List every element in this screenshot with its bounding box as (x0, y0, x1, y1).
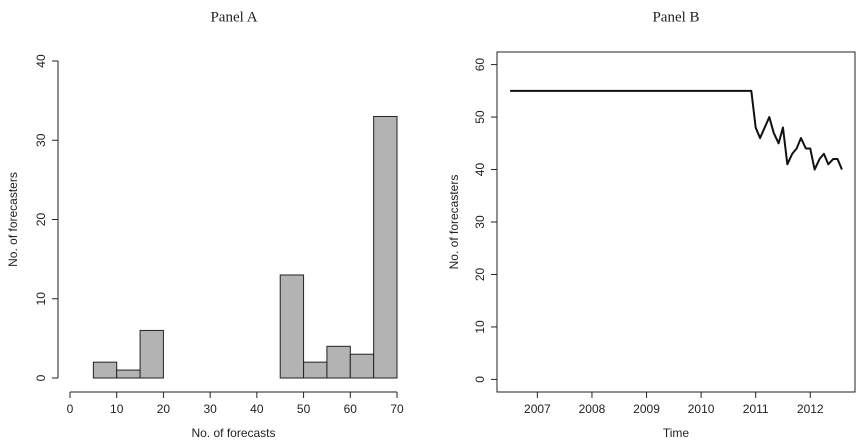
x-tick-label: 50 (297, 402, 311, 416)
y-tick-label: 20 (473, 267, 487, 281)
x-tick-label: 0 (67, 402, 74, 416)
x-tick-label: 2009 (633, 402, 660, 416)
y-tick-label: 10 (473, 320, 487, 334)
x-tick-label: 20 (157, 402, 171, 416)
x-tick-label: 2008 (579, 402, 606, 416)
data-line (510, 89, 843, 171)
x-tick-label: 30 (203, 402, 217, 416)
x-tick-label: 2012 (797, 402, 824, 416)
y-tick-label: 20 (34, 213, 48, 227)
histogram-bar (279, 274, 305, 379)
y-tick-label: 60 (473, 58, 487, 72)
y-axis-label: No. of forecasters (447, 175, 461, 270)
histogram-bar (116, 369, 141, 379)
y-tick-label: 40 (34, 54, 48, 68)
x-tick-label: 70 (390, 402, 404, 416)
x-tick-label: 40 (250, 402, 264, 416)
y-tick-label: 10 (34, 292, 48, 306)
histogram-bar (326, 345, 351, 379)
y-tick-label: 30 (473, 215, 487, 229)
x-tick-label: 10 (110, 402, 124, 416)
histogram-bar (92, 361, 118, 379)
y-tick-label: 0 (34, 374, 48, 381)
panel-title: Panel A (210, 9, 257, 25)
histogram-bar (349, 353, 375, 379)
x-tick-label: 2010 (688, 402, 715, 416)
y-tick-label: 0 (473, 376, 487, 383)
x-axis-label: Time (663, 426, 690, 440)
panel-title: Panel B (652, 9, 699, 25)
x-tick-label: 2007 (524, 402, 551, 416)
histogram-bar (303, 361, 328, 379)
x-tick-label: 60 (344, 402, 358, 416)
y-tick-label: 40 (473, 163, 487, 177)
x-tick-label: 2011 (743, 402, 769, 416)
y-tick-label: 50 (473, 110, 487, 124)
x-axis-label: No. of forecasts (191, 426, 275, 440)
histogram-bar (139, 329, 164, 379)
y-tick-label: 30 (34, 133, 48, 147)
plot-frame (496, 51, 856, 393)
histogram-bar (373, 115, 398, 379)
y-axis-label: No. of forecasters (6, 172, 20, 267)
